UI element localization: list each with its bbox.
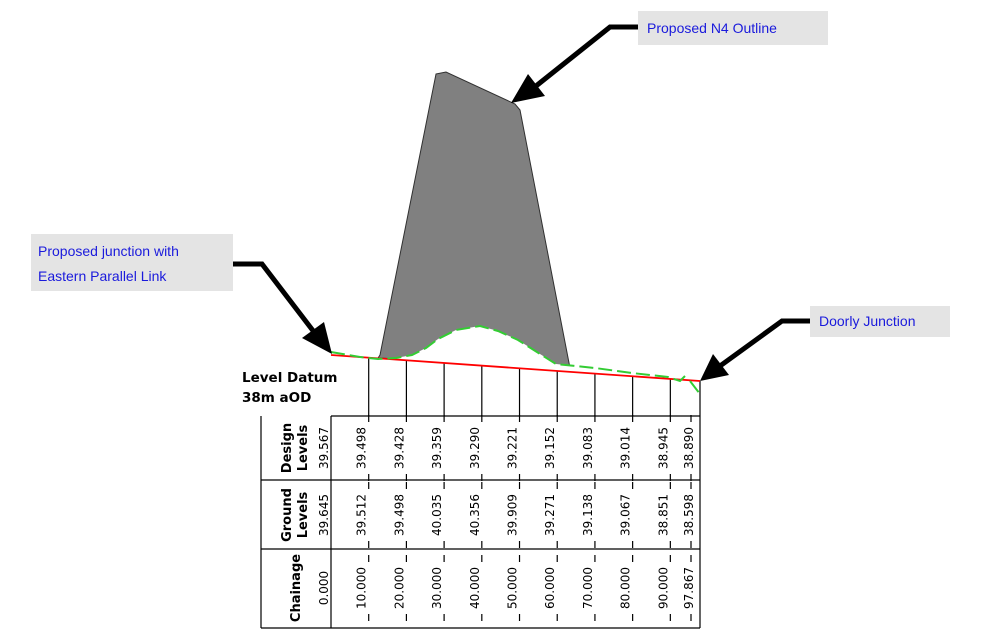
ground-profile-fill xyxy=(331,326,700,400)
value-cells: 39.567 39.645 0.000 39.498 39.512 10.000 39.42… xyxy=(317,415,696,621)
ground-level-value: 39.498 xyxy=(392,494,406,536)
row-label-design: Design Levels xyxy=(280,423,311,473)
callout-n4-text: Proposed N4 Outline xyxy=(647,20,777,36)
chainage-value: 70.000 xyxy=(581,567,595,609)
chainage-value: 60.000 xyxy=(543,567,557,609)
design-level-value: 39.498 xyxy=(355,427,369,469)
n4-outline-shape xyxy=(377,71,571,369)
callout-junction-text-line2: Eastern Parallel Link xyxy=(38,268,167,284)
chainage-value: 20.000 xyxy=(392,567,406,609)
row-label-design-line1: Design xyxy=(280,423,295,473)
design-level-value: 39.083 xyxy=(581,427,595,469)
ground-level-value: 40.356 xyxy=(468,494,482,536)
callout-n4-leader xyxy=(534,24,638,88)
row-label-chainage-line1: Chainage xyxy=(289,554,304,622)
chainage-value: 30.000 xyxy=(430,567,444,609)
ground-level-value: 38.851 xyxy=(656,494,670,536)
callout-n4-arrowhead xyxy=(511,74,545,103)
callout-doorly-text: Doorly Junction xyxy=(819,313,916,329)
design-level-value: 39.290 xyxy=(468,427,482,469)
ground-level-value: 39.512 xyxy=(355,494,369,536)
ground-level-value: 39.645 xyxy=(317,494,331,536)
callout-doorly-arrowhead xyxy=(700,354,729,381)
ground-level-value: 38.598 xyxy=(682,494,696,536)
station-lines xyxy=(368,357,671,416)
chainage-value: 90.000 xyxy=(656,567,670,609)
design-level-value: 39.221 xyxy=(506,427,520,469)
chainage-value: 80.000 xyxy=(619,567,633,609)
ground-level-value: 39.138 xyxy=(581,494,595,536)
ground-level-line xyxy=(330,324,701,395)
callout-junction-leader xyxy=(233,261,316,334)
row-label-ground-line2: Levels xyxy=(296,491,311,538)
design-level-value: 39.359 xyxy=(430,427,444,469)
design-level-value: 38.945 xyxy=(656,427,670,469)
callout-doorly-leader xyxy=(718,318,810,369)
ground-level-value: 39.271 xyxy=(543,494,557,536)
design-level-line xyxy=(330,354,701,382)
chainage-value: 0.000 xyxy=(317,571,331,605)
design-level-value: 38.890 xyxy=(682,427,696,469)
datum-label-line1: Level Datum xyxy=(242,370,338,386)
callout-junction-box xyxy=(31,234,233,291)
datum-label-line2: 38m aOD xyxy=(242,390,311,406)
chainage-value: 40.000 xyxy=(468,567,482,609)
callout-n4-box xyxy=(638,11,828,45)
row-label-design-line2: Levels xyxy=(296,424,311,471)
design-level-value: 39.152 xyxy=(543,427,557,469)
callout-junction-text-line1: Proposed junction with xyxy=(38,243,179,259)
chainage-value: 10.000 xyxy=(355,567,369,609)
callout-junction-arrowhead xyxy=(302,322,332,354)
chainage-value: 97.867 xyxy=(682,567,696,609)
design-level-value: 39.567 xyxy=(317,427,331,469)
ground-level-value: 39.909 xyxy=(506,494,520,536)
design-level-value: 39.428 xyxy=(392,427,406,469)
ground-level-value: 40.035 xyxy=(430,494,444,536)
ground-level-value: 39.067 xyxy=(619,494,633,536)
row-label-chainage: Chainage xyxy=(289,554,304,622)
design-level-value: 39.014 xyxy=(619,427,633,469)
row-label-ground: Ground Levels xyxy=(280,488,311,542)
row-label-ground-line1: Ground xyxy=(280,488,295,542)
callout-doorly-box xyxy=(810,306,950,337)
levels-table xyxy=(260,415,701,629)
chainage-value: 50.000 xyxy=(506,567,520,609)
